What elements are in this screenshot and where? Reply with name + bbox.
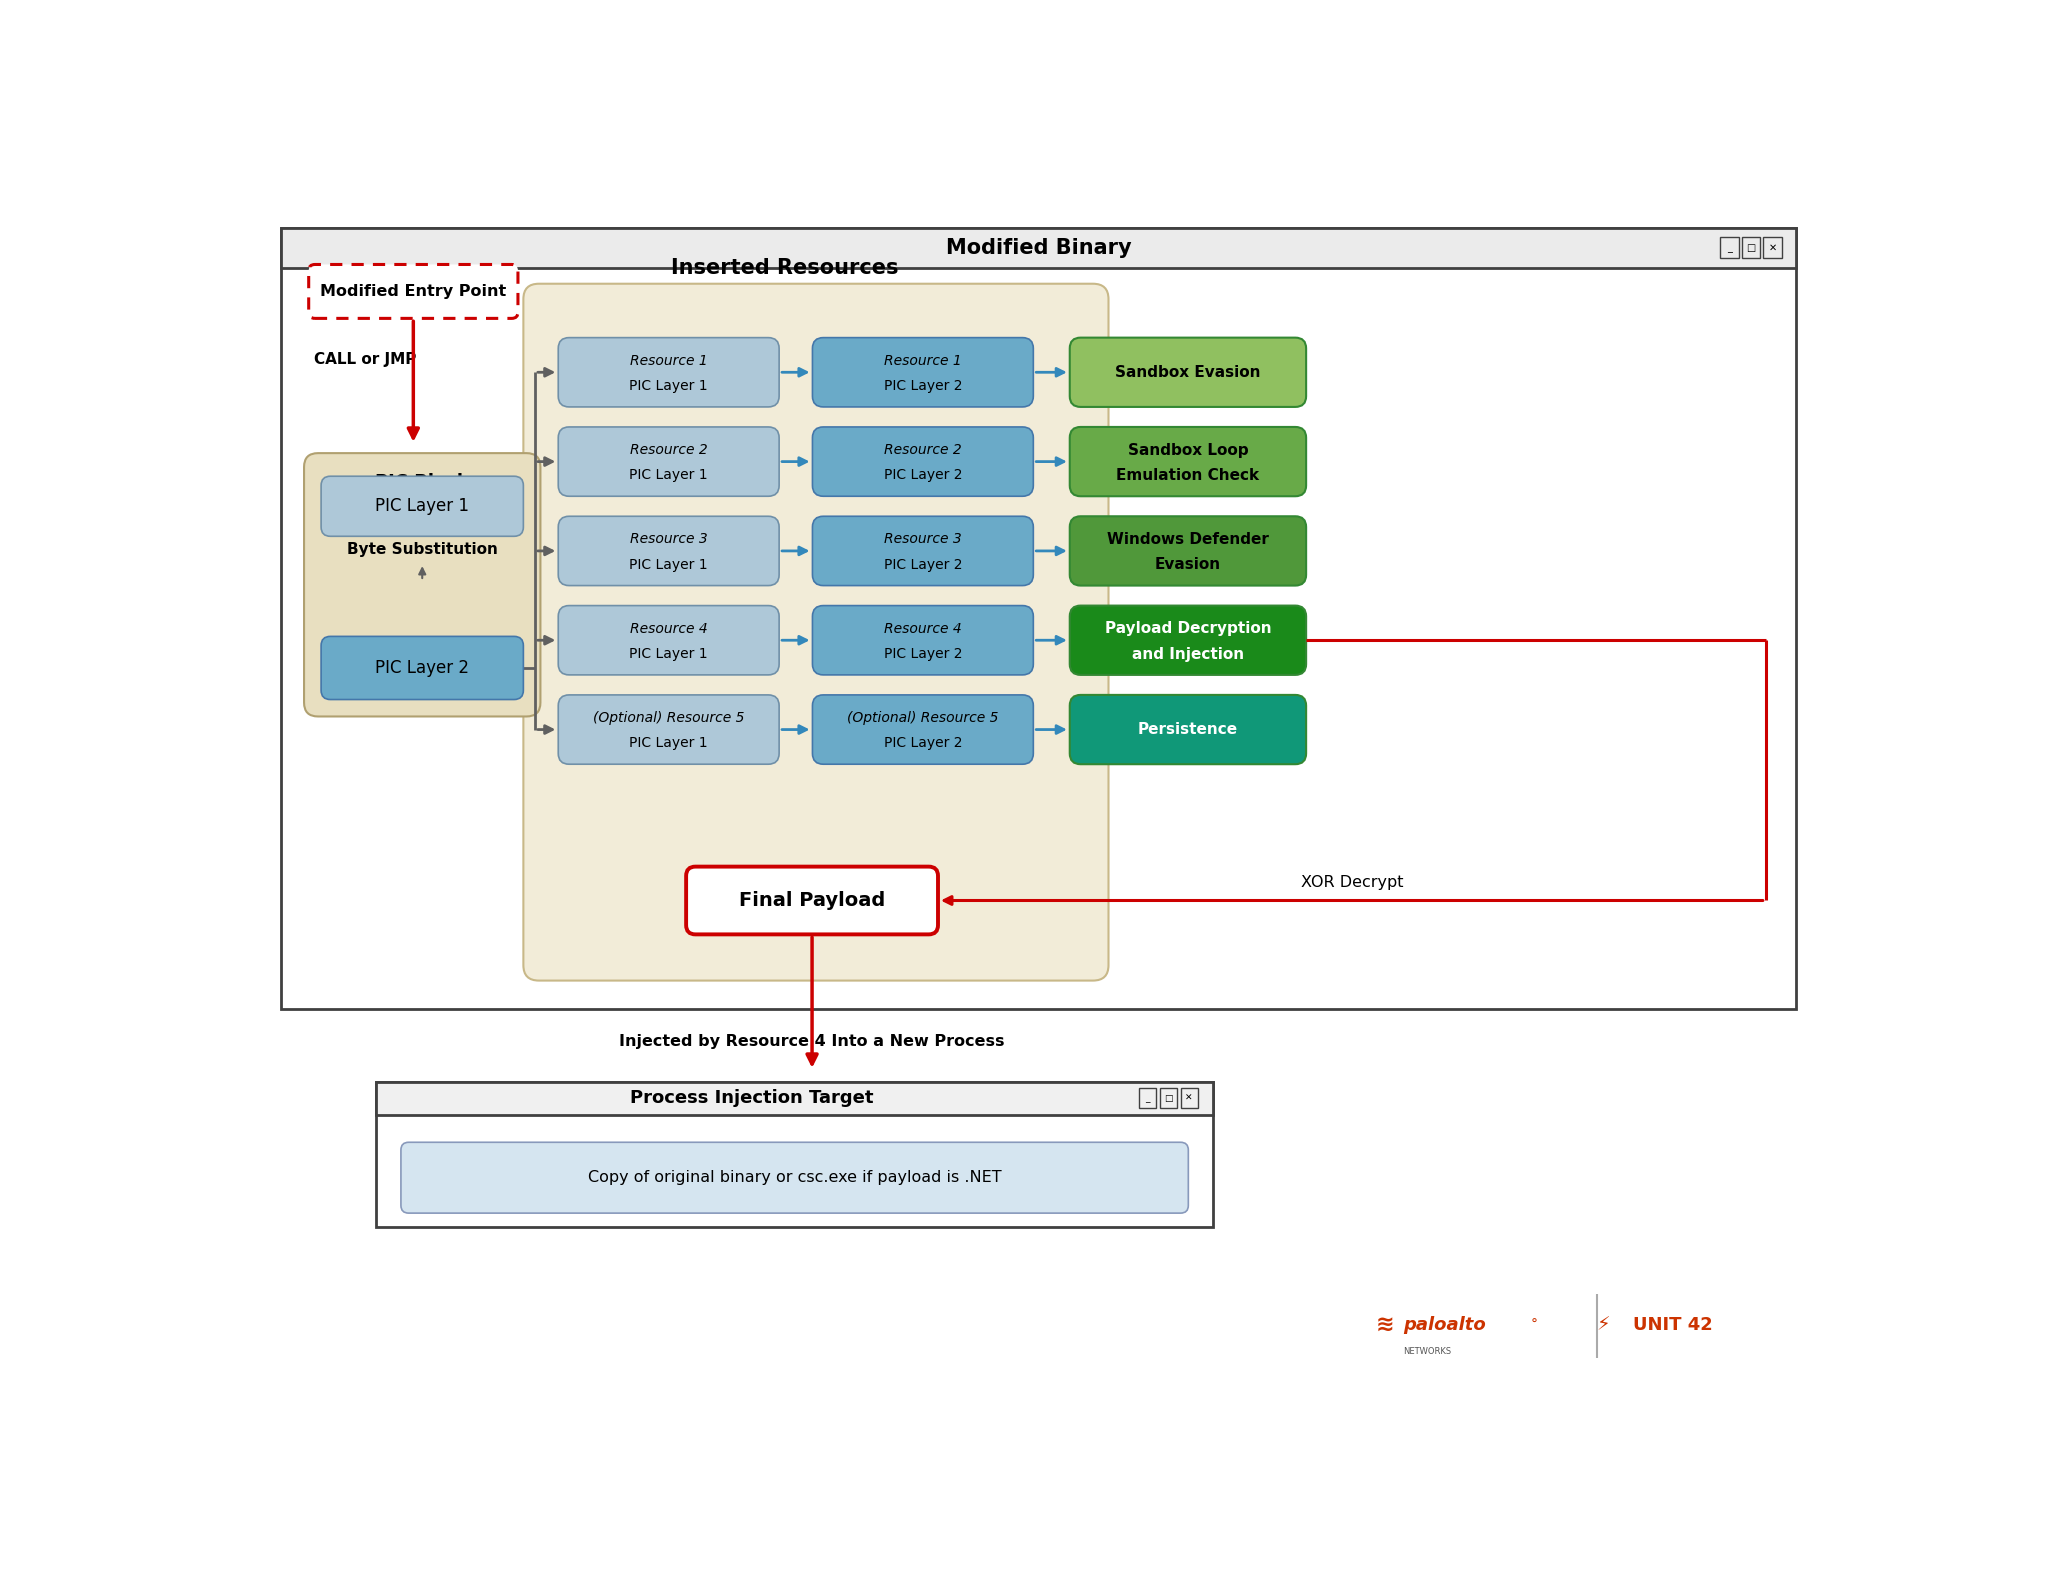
Text: Resource 2: Resource 2 <box>885 443 963 457</box>
Text: XOR Decrypt: XOR Decrypt <box>1300 875 1403 889</box>
Text: _: _ <box>1726 243 1733 252</box>
Text: Sandbox Loop: Sandbox Loop <box>1128 443 1247 457</box>
Text: Payload Decryption: Payload Decryption <box>1104 621 1272 637</box>
Text: Inserted Resources: Inserted Resources <box>672 259 899 278</box>
Text: ≋: ≋ <box>1376 1315 1395 1336</box>
Text: Injected by Resource 4 Into a New Process: Injected by Resource 4 Into a New Proces… <box>618 1034 1006 1050</box>
FancyBboxPatch shape <box>1069 427 1307 495</box>
Text: Emulation Check: Emulation Check <box>1116 468 1260 483</box>
Text: Resource 4: Resource 4 <box>885 621 963 635</box>
FancyBboxPatch shape <box>309 265 518 318</box>
Bar <box>377 1081 1212 1228</box>
FancyBboxPatch shape <box>1069 605 1307 675</box>
Text: Resource 2: Resource 2 <box>631 443 707 457</box>
Bar <box>1139 1088 1155 1108</box>
FancyBboxPatch shape <box>559 605 778 675</box>
Text: Windows Defender: Windows Defender <box>1108 532 1270 546</box>
Text: Resource 4: Resource 4 <box>631 621 707 635</box>
FancyBboxPatch shape <box>401 1142 1188 1213</box>
Text: Copy of original binary or csc.exe if payload is .NET: Copy of original binary or csc.exe if pa… <box>588 1170 1001 1185</box>
FancyBboxPatch shape <box>303 453 541 716</box>
Text: □: □ <box>1163 1094 1171 1104</box>
Text: PIC Block: PIC Block <box>375 473 469 491</box>
FancyBboxPatch shape <box>813 605 1034 675</box>
Text: Process Injection Target: Process Injection Target <box>631 1089 874 1107</box>
Text: (Optional) Resource 5: (Optional) Resource 5 <box>594 711 743 726</box>
FancyBboxPatch shape <box>322 476 524 537</box>
FancyBboxPatch shape <box>524 284 1108 980</box>
Text: °: ° <box>1530 1318 1538 1332</box>
Text: PIC Layer 2: PIC Layer 2 <box>883 557 963 572</box>
Text: Modified Entry Point: Modified Entry Point <box>319 284 506 299</box>
FancyBboxPatch shape <box>1069 516 1307 586</box>
FancyBboxPatch shape <box>559 427 778 495</box>
Text: □: □ <box>1747 243 1755 252</box>
Bar <box>1741 237 1761 259</box>
Text: and Injection: and Injection <box>1133 646 1243 662</box>
Bar <box>1763 237 1782 259</box>
Text: Byte Substitution: Byte Substitution <box>346 542 498 557</box>
Text: Modified Binary: Modified Binary <box>946 238 1130 257</box>
Text: PIC Layer 2: PIC Layer 2 <box>375 659 469 676</box>
Text: NETWORKS: NETWORKS <box>1403 1347 1452 1356</box>
FancyBboxPatch shape <box>686 867 938 934</box>
Text: Resource 1: Resource 1 <box>885 354 963 368</box>
Text: PIC Layer 1: PIC Layer 1 <box>629 380 709 394</box>
Bar <box>281 227 1796 1008</box>
Text: Resource 3: Resource 3 <box>631 532 707 546</box>
Text: CALL or JMP: CALL or JMP <box>313 353 416 367</box>
Bar <box>377 1081 1212 1115</box>
Text: (Optional) Resource 5: (Optional) Resource 5 <box>848 711 999 726</box>
Text: PIC Layer 1: PIC Layer 1 <box>629 737 709 751</box>
Text: ✕: ✕ <box>1769 243 1778 252</box>
FancyBboxPatch shape <box>322 637 524 700</box>
Text: PIC Layer 2: PIC Layer 2 <box>883 646 963 661</box>
Text: PIC Layer 2: PIC Layer 2 <box>883 468 963 483</box>
Text: PIC Layer 2: PIC Layer 2 <box>883 737 963 751</box>
Text: Final Payload: Final Payload <box>739 891 885 910</box>
Text: PIC Layer 1: PIC Layer 1 <box>629 646 709 661</box>
FancyBboxPatch shape <box>813 696 1034 764</box>
Text: PIC Layer 1: PIC Layer 1 <box>629 557 709 572</box>
FancyBboxPatch shape <box>1069 696 1307 764</box>
Text: paloalto: paloalto <box>1403 1316 1485 1334</box>
Text: Resource 1: Resource 1 <box>631 354 707 368</box>
Text: PIC Layer 1: PIC Layer 1 <box>375 497 469 515</box>
Bar <box>1180 1088 1198 1108</box>
Bar <box>1159 1088 1178 1108</box>
Text: PIC Layer 1: PIC Layer 1 <box>629 468 709 483</box>
Text: ✕: ✕ <box>1186 1094 1192 1104</box>
Text: UNIT 42: UNIT 42 <box>1632 1316 1712 1334</box>
Text: Evasion: Evasion <box>1155 557 1221 572</box>
FancyBboxPatch shape <box>559 516 778 586</box>
Text: Sandbox Evasion: Sandbox Evasion <box>1116 365 1262 380</box>
Text: Resource 3: Resource 3 <box>885 532 963 546</box>
Bar <box>281 227 1796 267</box>
FancyBboxPatch shape <box>559 696 778 764</box>
Text: Persistence: Persistence <box>1139 723 1237 737</box>
Text: _: _ <box>1145 1094 1149 1104</box>
FancyBboxPatch shape <box>813 427 1034 495</box>
FancyBboxPatch shape <box>559 338 778 407</box>
FancyBboxPatch shape <box>1069 338 1307 407</box>
Bar <box>1720 237 1739 259</box>
FancyBboxPatch shape <box>813 338 1034 407</box>
FancyBboxPatch shape <box>813 516 1034 586</box>
Text: ⚡: ⚡ <box>1597 1315 1610 1334</box>
Text: PIC Layer 2: PIC Layer 2 <box>883 380 963 394</box>
